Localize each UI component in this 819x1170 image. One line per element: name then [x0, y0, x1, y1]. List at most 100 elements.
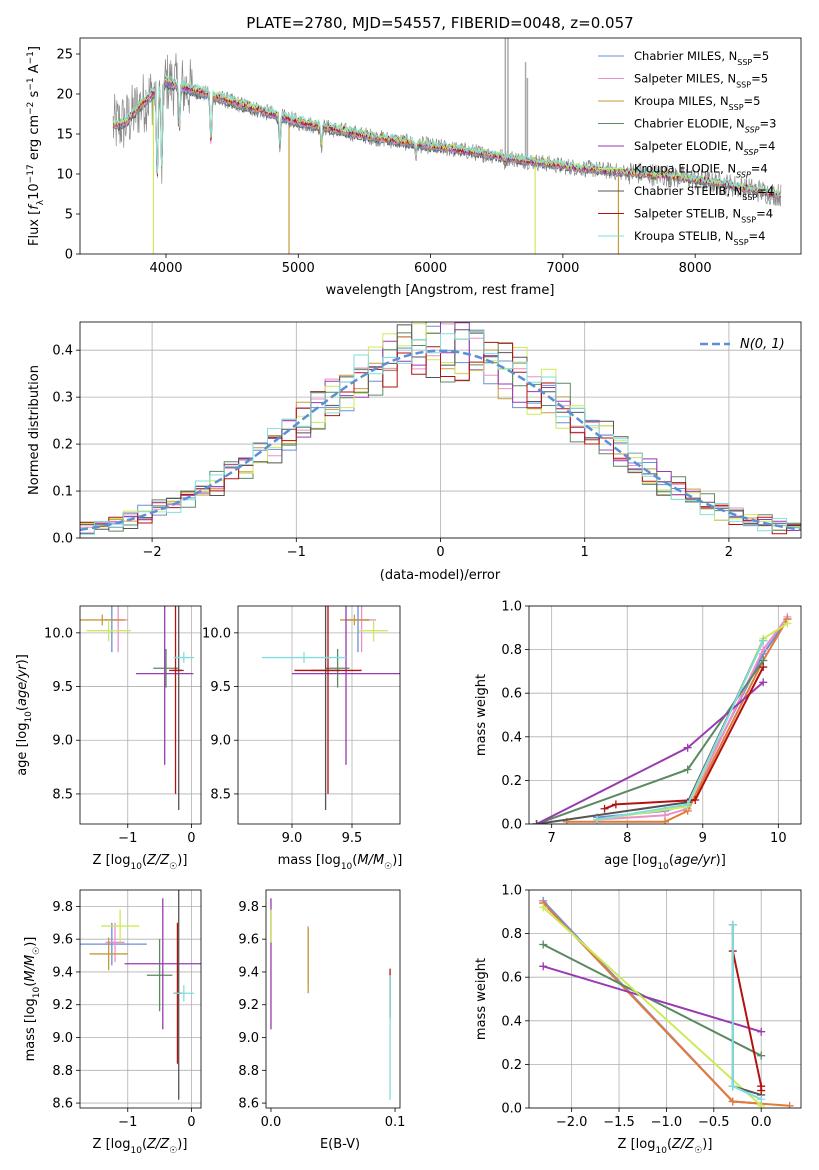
y-tick-label: 8.5: [210, 787, 231, 802]
normal-curve: [80, 349, 801, 532]
legend-text-part: SSP: [744, 148, 759, 157]
spectrum-frame: [79, 37, 802, 255]
y-tick-label: 0.2: [501, 1058, 522, 1073]
label-part: )]: [15, 654, 30, 664]
x-tick-label: 0.0: [261, 1115, 282, 1130]
label-part: erg cm: [27, 115, 42, 164]
y-tick-label: 8.6: [238, 1097, 259, 1112]
y-tick-label: 8.5: [52, 787, 73, 802]
label-part: M/M: [23, 955, 38, 982]
x-tick-label: −2.0: [556, 1115, 588, 1130]
y-tick-label: 25: [56, 48, 73, 63]
y-tick-label: 10.0: [44, 626, 73, 641]
x-tick-label: 7000: [546, 261, 579, 276]
legend-text-part: =4: [758, 139, 775, 153]
label-part: age [log: [15, 723, 30, 776]
weight-marker: [728, 1082, 737, 1091]
y-tick-label: 9.8: [238, 900, 259, 915]
x-tick-label: 7: [548, 831, 556, 846]
label-part: (: [142, 853, 147, 868]
legend-text-part: =5: [752, 49, 769, 63]
y-tick-label: 9.2: [238, 998, 259, 1013]
mass_vs_Z-frame: [79, 889, 202, 1109]
label-part: ☉: [694, 1146, 702, 1156]
weight-marker: [757, 1095, 766, 1104]
y-tick-label: 0.8: [501, 927, 522, 942]
legend-text-part: =4: [757, 184, 774, 198]
x-tick-label: 9: [699, 831, 707, 846]
y-axis-label: Normed distribution: [27, 365, 42, 495]
x-tick-label: 4000: [149, 261, 182, 276]
label-part: )]: [716, 853, 726, 868]
weight-marker: [539, 903, 548, 912]
legend-text-part: =4: [751, 162, 768, 176]
x-tick-label: 0.0: [751, 1115, 772, 1130]
label-part: Z [log: [93, 1137, 131, 1152]
weight-marker: [600, 804, 609, 813]
weight-series: [542, 900, 762, 1105]
weight-marker: [539, 962, 548, 971]
y-tick-label: 10: [56, 168, 73, 183]
age_vs_Z-panel: −1 0 8.5 9.0 9.5 10.0: [44, 605, 202, 846]
legend-text-part: SSP: [741, 215, 756, 224]
label-part: age [log: [604, 853, 657, 868]
weight-series: [542, 902, 762, 1105]
age_vs_mass-frame: [237, 605, 401, 825]
weight-series: [604, 666, 765, 810]
y-tick-label: 0.6: [501, 971, 522, 986]
age_vs_mass-marks: [262, 606, 400, 811]
y-tick-label: 0.0: [501, 818, 522, 833]
label-part: ☉: [32, 947, 42, 955]
y-tick-label: 0.4: [52, 344, 73, 359]
legend-text-part: Chabrier MILES, N: [634, 49, 737, 63]
y-tick-label: 9.0: [52, 1031, 73, 1046]
weight-marker: [783, 619, 792, 628]
weight-marker: [785, 1101, 794, 1108]
y-tick-label: 1.0: [501, 884, 522, 899]
x-tick-label: 8000: [679, 261, 712, 276]
y-tick-label: 5: [65, 208, 73, 223]
legend-label: Chabrier STELIB, NSSP=4: [634, 184, 774, 202]
y-tick-label: 0: [65, 248, 73, 263]
x-tick-label: −1.5: [603, 1115, 635, 1130]
y-axis-label: Flux [fλ10−17 erg cm−2 s−1 A−1]: [26, 46, 46, 246]
legend-text-part: Chabrier STELIB, N: [634, 184, 742, 198]
label-part: Z/Z: [671, 1137, 695, 1152]
weight-marker: [757, 1086, 766, 1095]
y-tick-label: 8.8: [238, 1064, 259, 1079]
mass_vs_EBV-panel: 0.0 0.1 8.6 8.8 9.0 9.2 9.4 9.6 9.8: [238, 889, 405, 1130]
label-part: Flux [: [27, 210, 42, 246]
legend-text-part: =5: [751, 72, 768, 86]
x-axis-label: age [log10(age/yr)]: [604, 853, 726, 872]
label-part: A: [27, 64, 42, 77]
weight-marker: [532, 820, 541, 824]
legend-text-part: =5: [744, 94, 761, 108]
label-part: 10: [130, 1146, 142, 1156]
label-part: 10: [657, 862, 669, 872]
massweight_vs_Z-panel: −2.0 −1.5 −1.0 −0.5 0.0 0.0 0.2 0.4 0.6 0.8 1.0: [501, 884, 802, 1130]
label-part: ☉: [169, 862, 177, 872]
label-part: (: [667, 1137, 672, 1152]
model-kroupa-stelib: [112, 74, 781, 197]
label-part: λ: [36, 199, 46, 205]
label-part: −1: [26, 77, 36, 90]
legend-text-part: SSP: [729, 103, 744, 112]
legend-text-part: Kroupa ELODIE, N: [634, 162, 736, 176]
weight-marker: [728, 920, 737, 929]
y-tick-label: 0.6: [501, 687, 522, 702]
x-tick-label: 9.0: [282, 831, 303, 846]
legend-label: Kroupa ELODIE, NSSP=4: [634, 162, 768, 180]
label-part: mass [log: [23, 998, 38, 1061]
label-part: mass [log: [278, 853, 341, 868]
y-tick-label: 9.0: [238, 1031, 259, 1046]
weight-marker: [683, 765, 692, 774]
x-tick-label: −1.0: [651, 1115, 683, 1130]
legend-text-part: Kroupa STELIB, N: [634, 229, 734, 243]
y-tick-label: 0.0: [52, 532, 73, 547]
weight-marker: [757, 1051, 766, 1060]
legend-text-part: SSP: [737, 58, 752, 67]
age_vs_Z-frame: [79, 605, 202, 825]
x-tick-label: 9.5: [342, 831, 363, 846]
